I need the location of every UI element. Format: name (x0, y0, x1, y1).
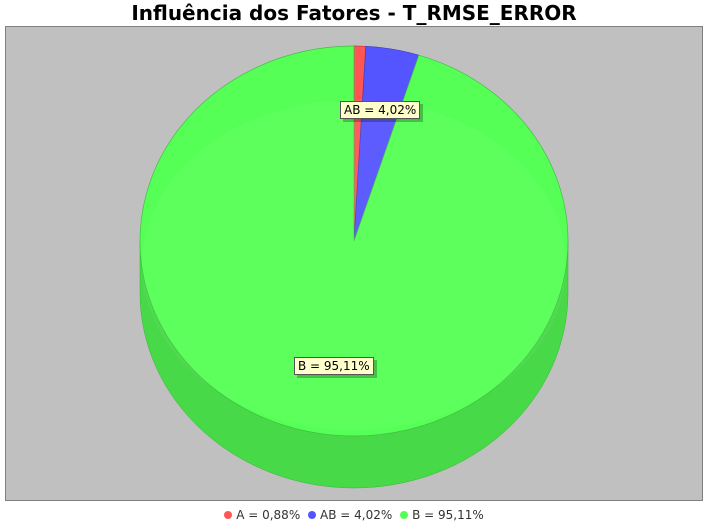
legend-item-ab: AB = 4,02% (308, 508, 392, 522)
pie-slice-b (139, 45, 569, 437)
legend: A = 0,88% AB = 4,02% B = 95,11% (0, 508, 708, 528)
legend-label-b: B = 95,11% (412, 508, 484, 522)
pie-chart (139, 45, 569, 489)
legend-marker-a (224, 511, 233, 519)
legend-item-a: A = 0,88% (224, 508, 300, 522)
legend-item-b: B = 95,11% (400, 508, 484, 522)
pie-highlight (142, 100, 566, 430)
legend-label-ab: AB = 4,02% (320, 508, 393, 522)
legend-marker-ab (308, 511, 317, 519)
plot-area: AB = 4,02% B = 95,11% (5, 26, 703, 501)
data-label-ab: AB = 4,02% (340, 101, 421, 119)
chart-title: Influência dos Fatores - T_RMSE_ERROR (131, 1, 577, 25)
legend-marker-b (400, 511, 409, 519)
data-label-b: B = 95,11% (294, 357, 374, 375)
legend-label-a: A = 0,88% (236, 508, 301, 522)
